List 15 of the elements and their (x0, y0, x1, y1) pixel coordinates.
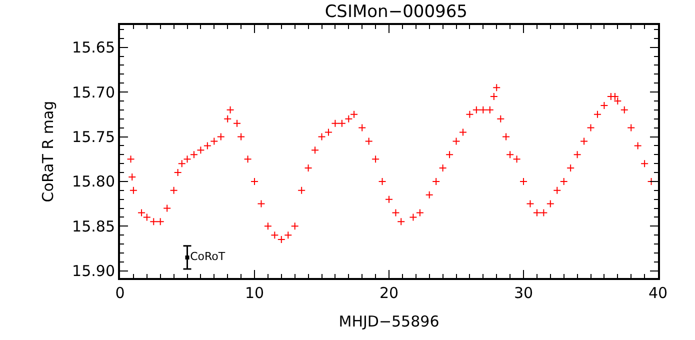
x-tick-label: 40 (648, 284, 668, 302)
x-tick-label: 10 (244, 284, 264, 302)
x-axis-title: MHJD−55896 (338, 312, 440, 330)
chart-title: CSIMon−000965 (324, 2, 468, 22)
y-tick-label: 15.85 (72, 217, 115, 236)
y-tick-label: 15.90 (72, 262, 115, 280)
x-tick-label: 30 (514, 284, 534, 302)
y-axis-title: CoRaT R mag (38, 100, 57, 202)
y-tick-label: 15.75 (72, 128, 115, 146)
x-tick-label: 0 (115, 284, 125, 302)
y-tick-label: 15.65 (72, 38, 115, 57)
x-tick-label: 20 (379, 284, 399, 302)
series-label: CoRoT (190, 250, 226, 264)
y-tick-label: 15.70 (72, 83, 115, 102)
y-tick-label: 15.80 (72, 172, 115, 191)
